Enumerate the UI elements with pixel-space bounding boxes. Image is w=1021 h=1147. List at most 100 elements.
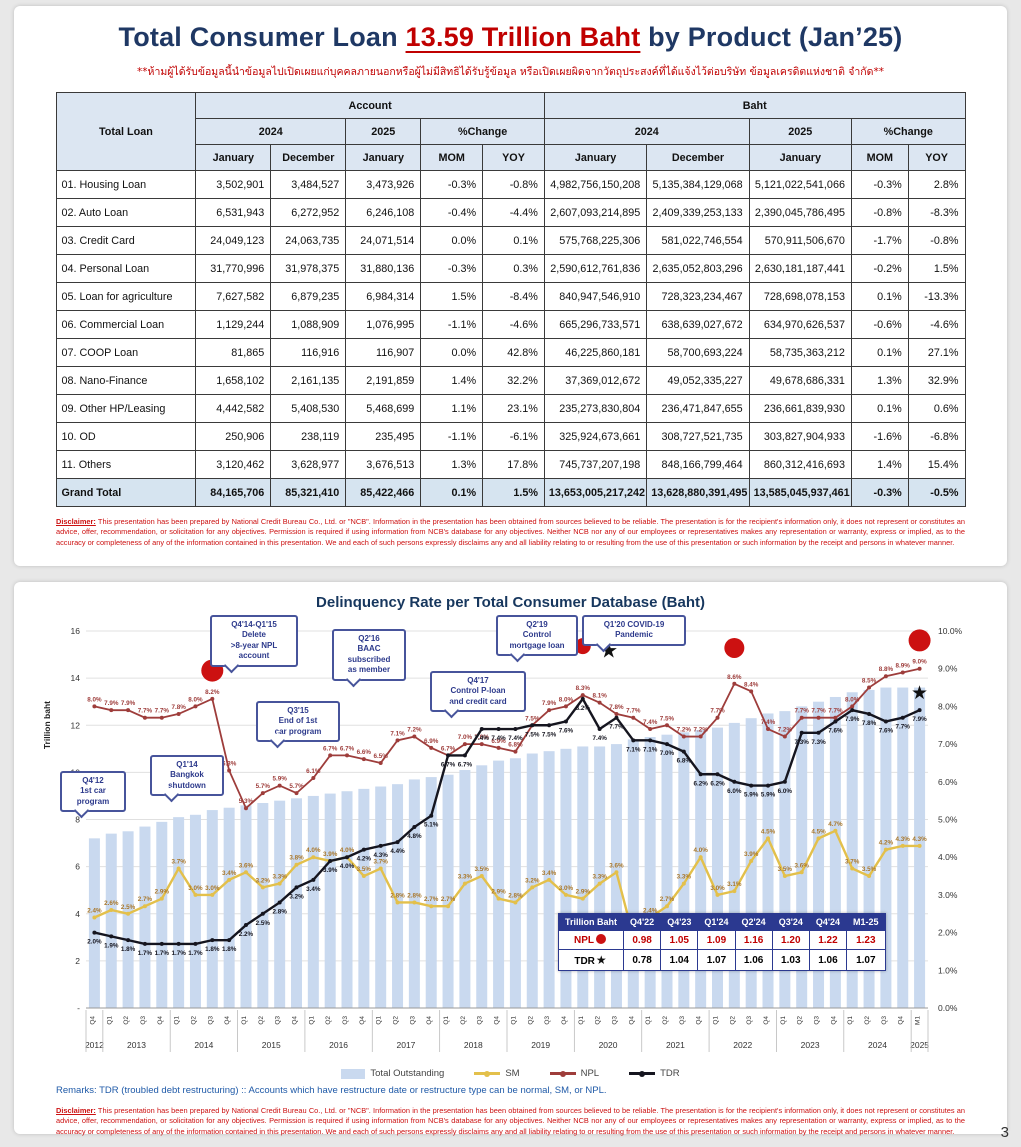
svg-text:Trillion baht: Trillion baht xyxy=(42,701,52,749)
svg-text:7.1%: 7.1% xyxy=(643,746,658,753)
cell-value: 3,502,901 xyxy=(195,170,272,199)
svg-text:2.9%: 2.9% xyxy=(491,889,506,896)
svg-text:7.0%: 7.0% xyxy=(660,750,675,757)
cell-value: -0.6% xyxy=(850,310,909,339)
row-label: 06. Commercial Loan xyxy=(55,310,197,339)
svg-text:6.1%: 6.1% xyxy=(306,768,321,775)
cell-value: 5,408,530 xyxy=(270,394,347,423)
inset-header-cell: M1-25 xyxy=(846,912,886,932)
cell-value: 6,984,314 xyxy=(345,282,422,311)
month-header: January xyxy=(543,144,648,171)
cell-value: -0.8% xyxy=(907,226,966,255)
inset-cell: 1.22 xyxy=(808,930,848,951)
cell-value: -0.3% xyxy=(420,170,484,199)
row-label: 07. COOP Loan xyxy=(55,338,197,367)
svg-text:8.2%: 8.2% xyxy=(205,689,220,696)
svg-text:14: 14 xyxy=(71,673,81,683)
svg-text:8: 8 xyxy=(75,815,80,825)
cell-value: 1.3% xyxy=(420,450,484,479)
cell-value: 840,947,546,910 xyxy=(543,282,648,311)
svg-text:4.0%: 4.0% xyxy=(938,852,958,862)
svg-text:Q4: Q4 xyxy=(157,1016,164,1025)
svg-text:6.7%: 6.7% xyxy=(323,745,338,752)
svg-text:3.7%: 3.7% xyxy=(845,859,860,866)
svg-text:1.0%: 1.0% xyxy=(938,965,958,975)
row-label: 04. Personal Loan xyxy=(55,254,197,283)
inset-cell: 1.04 xyxy=(660,949,699,972)
svg-text:8.3%: 8.3% xyxy=(576,685,591,692)
cell-value: 0.3% xyxy=(482,254,545,283)
svg-text:4: 4 xyxy=(75,909,80,919)
svg-text:Q2: Q2 xyxy=(864,1016,871,1025)
cell-value: 1,658,102 xyxy=(195,366,272,395)
svg-text:3.9%: 3.9% xyxy=(323,867,338,874)
cell-value: -0.4% xyxy=(420,198,484,227)
cell-value: 236,661,839,930 xyxy=(748,394,852,423)
svg-text:Q1: Q1 xyxy=(443,1016,450,1025)
inset-cell: 1.03 xyxy=(771,949,810,972)
svg-text:0.0%: 0.0% xyxy=(938,1003,958,1013)
svg-text:2025: 2025 xyxy=(910,1040,929,1050)
cell-value: 575,768,225,306 xyxy=(543,226,648,255)
svg-text:3.3%: 3.3% xyxy=(592,874,607,881)
svg-text:6.9%: 6.9% xyxy=(424,738,439,745)
svg-text:2012: 2012 xyxy=(85,1040,104,1050)
svg-text:Q4: Q4 xyxy=(696,1016,703,1025)
svg-text:Q4: Q4 xyxy=(830,1016,837,1025)
change-header: %Change xyxy=(850,118,966,145)
chart-annotation: Q1'14 Bangkok shutdown xyxy=(150,755,224,797)
cell-value: 2,161,135 xyxy=(270,366,347,395)
cell-value: 5,135,384,129,068 xyxy=(646,170,750,199)
cell-value: 1.5% xyxy=(482,478,545,507)
cell-value: -0.3% xyxy=(850,478,909,507)
svg-text:7.5%: 7.5% xyxy=(525,731,540,738)
svg-text:7.8%: 7.8% xyxy=(171,704,186,711)
chart-annotation: Q2'19 Control mortgage loan xyxy=(496,615,578,657)
svg-text:16: 16 xyxy=(71,626,81,636)
svg-text:3.0%: 3.0% xyxy=(559,885,574,892)
cell-value: -4.6% xyxy=(907,310,966,339)
row-label: 03. Credit Card xyxy=(55,226,197,255)
inset-cell: 1.16 xyxy=(734,930,773,951)
svg-text:8.0%: 8.0% xyxy=(559,696,574,703)
inset-cell: 1.09 xyxy=(697,930,736,951)
svg-text:Q4: Q4 xyxy=(561,1016,568,1025)
svg-text:3.8%: 3.8% xyxy=(289,855,304,862)
cell-value: 728,323,234,467 xyxy=(646,282,750,311)
svg-text:Q2: Q2 xyxy=(325,1016,332,1025)
svg-text:Q1: Q1 xyxy=(645,1016,652,1025)
cell-value: 31,978,375 xyxy=(270,254,347,283)
cell-value: 24,063,735 xyxy=(270,226,347,255)
svg-text:2.9%: 2.9% xyxy=(576,889,591,896)
svg-text:3.4%: 3.4% xyxy=(306,886,321,893)
svg-text:2023: 2023 xyxy=(801,1040,820,1050)
inset-cell: 1.06 xyxy=(734,949,773,972)
month-header: YOY xyxy=(907,144,966,171)
cell-value: 2,390,045,786,495 xyxy=(748,198,852,227)
svg-text:Q1: Q1 xyxy=(241,1016,248,1025)
svg-text:7.7%: 7.7% xyxy=(626,708,641,715)
cell-value: 0.1% xyxy=(420,478,484,507)
svg-text:2022: 2022 xyxy=(733,1040,752,1050)
svg-text:4.0%: 4.0% xyxy=(340,863,355,870)
cell-value: 0.0% xyxy=(420,338,484,367)
svg-text:Q1: Q1 xyxy=(780,1016,787,1025)
svg-text:8.6%: 8.6% xyxy=(727,674,742,681)
table-row: 02. Auto Loan 6,531,943 6,272,952 6,246,108… xyxy=(55,198,966,227)
svg-text:4.0%: 4.0% xyxy=(340,847,355,854)
svg-text:6.7%: 6.7% xyxy=(458,761,473,768)
svg-text:3.6%: 3.6% xyxy=(609,862,624,869)
chart-title: Delinquency Rate per Total Consumer Data… xyxy=(316,594,705,611)
cell-value: 5,468,699 xyxy=(345,394,422,423)
svg-text:6.7%: 6.7% xyxy=(441,745,456,752)
svg-text:1.8%: 1.8% xyxy=(205,946,220,953)
svg-text:2.7%: 2.7% xyxy=(660,896,675,903)
cell-value: -0.8% xyxy=(482,170,545,199)
svg-text:7.7%: 7.7% xyxy=(811,708,826,715)
svg-text:4.0%: 4.0% xyxy=(306,847,321,854)
legend-label: TDR xyxy=(660,1068,680,1079)
svg-text:4.3%: 4.3% xyxy=(912,836,927,843)
cell-value: 665,296,733,571 xyxy=(543,310,648,339)
npl-dot-icon xyxy=(596,934,606,945)
svg-text:7.8%: 7.8% xyxy=(609,704,624,711)
